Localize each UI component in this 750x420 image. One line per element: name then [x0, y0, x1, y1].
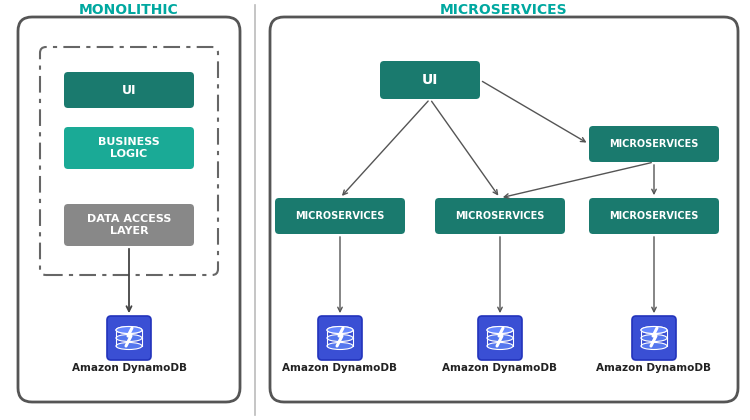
Ellipse shape	[116, 326, 142, 333]
Ellipse shape	[641, 326, 667, 333]
Ellipse shape	[487, 326, 513, 333]
FancyBboxPatch shape	[275, 198, 405, 234]
Ellipse shape	[487, 342, 513, 349]
Ellipse shape	[327, 326, 353, 333]
Text: BUSINESS
LOGIC: BUSINESS LOGIC	[98, 137, 160, 159]
Ellipse shape	[641, 334, 667, 341]
Text: Amazon DynamoDB: Amazon DynamoDB	[283, 363, 398, 373]
Ellipse shape	[487, 334, 513, 341]
Text: MICROSERVICES: MICROSERVICES	[609, 211, 699, 221]
Ellipse shape	[327, 334, 353, 341]
Text: MICROSERVICES: MICROSERVICES	[296, 211, 385, 221]
FancyBboxPatch shape	[64, 127, 194, 169]
Text: MONOLITHIC: MONOLITHIC	[80, 3, 178, 17]
FancyBboxPatch shape	[40, 47, 218, 275]
Ellipse shape	[487, 326, 513, 333]
Text: Amazon DynamoDB: Amazon DynamoDB	[596, 363, 712, 373]
FancyBboxPatch shape	[435, 198, 565, 234]
FancyBboxPatch shape	[380, 61, 480, 99]
Ellipse shape	[116, 342, 142, 349]
Ellipse shape	[116, 334, 142, 341]
Ellipse shape	[641, 326, 667, 333]
Text: DATA ACCESS
LAYER: DATA ACCESS LAYER	[87, 214, 171, 236]
FancyBboxPatch shape	[18, 17, 240, 402]
Text: UI: UI	[422, 73, 438, 87]
FancyBboxPatch shape	[478, 316, 522, 360]
FancyBboxPatch shape	[270, 17, 738, 402]
FancyBboxPatch shape	[589, 126, 719, 162]
Ellipse shape	[116, 326, 142, 333]
Ellipse shape	[641, 342, 667, 349]
FancyBboxPatch shape	[632, 316, 676, 360]
Text: MICROSERVICES: MICROSERVICES	[440, 3, 568, 17]
FancyBboxPatch shape	[107, 316, 151, 360]
Text: MICROSERVICES: MICROSERVICES	[609, 139, 699, 149]
Text: Amazon DynamoDB: Amazon DynamoDB	[442, 363, 557, 373]
FancyBboxPatch shape	[64, 204, 194, 246]
Ellipse shape	[327, 326, 353, 333]
FancyBboxPatch shape	[318, 316, 362, 360]
Text: UI: UI	[122, 84, 136, 97]
Text: MICROSERVICES: MICROSERVICES	[455, 211, 544, 221]
FancyBboxPatch shape	[64, 72, 194, 108]
Text: Amazon DynamoDB: Amazon DynamoDB	[71, 363, 187, 373]
FancyBboxPatch shape	[589, 198, 719, 234]
Ellipse shape	[327, 342, 353, 349]
